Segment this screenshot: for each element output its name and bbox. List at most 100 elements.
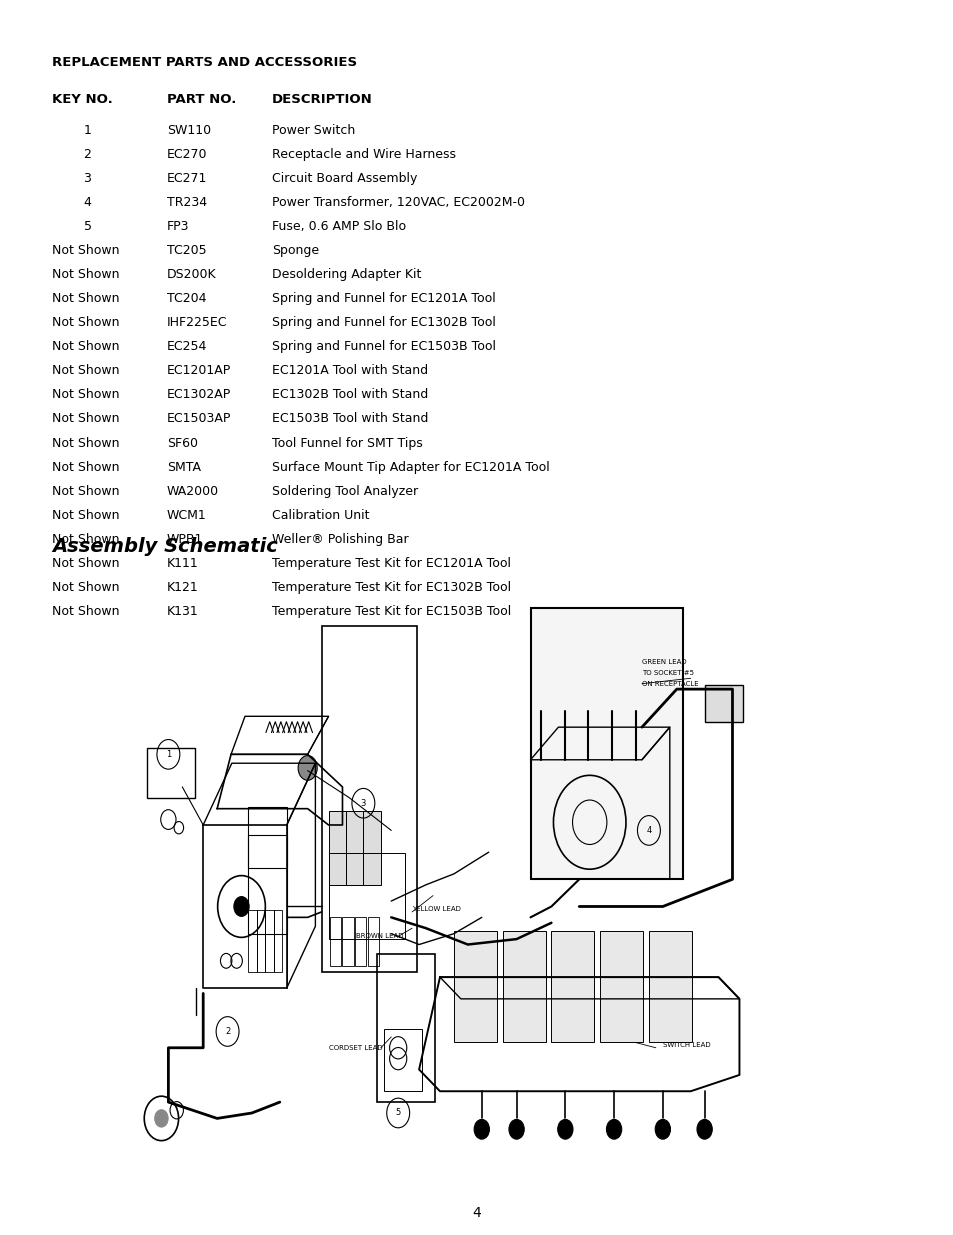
Bar [384,1030,422,1092]
Text: 4: 4 [52,195,92,209]
Text: Not Shown: Not Shown [52,268,120,282]
Text: Calibration Unit: Calibration Unit [272,509,369,522]
Bar [148,748,195,798]
Text: 2: 2 [225,1028,230,1036]
Text: TC205: TC205 [167,245,207,257]
Bar [321,626,416,972]
Text: Not Shown: Not Shown [52,364,120,378]
Text: REPLACEMENT PARTS AND ACCESSORIES: REPLACEMENT PARTS AND ACCESSORIES [52,56,357,69]
Text: Temperature Test Kit for EC1201A Tool: Temperature Test Kit for EC1201A Tool [272,557,511,571]
Text: EC254: EC254 [167,340,207,353]
Circle shape [297,756,316,781]
Text: K131: K131 [167,605,198,619]
Circle shape [606,1119,621,1139]
Text: 1: 1 [52,124,92,137]
Circle shape [655,1119,670,1139]
Text: TC204: TC204 [167,291,206,305]
Text: Not Shown: Not Shown [52,484,120,498]
Text: 4: 4 [472,1205,481,1220]
Bar [599,931,642,1042]
Text: SWITCH LEAD: SWITCH LEAD [662,1042,710,1049]
Text: TO SOCKET #5: TO SOCKET #5 [641,669,693,676]
Text: ON RECEPTACLE: ON RECEPTACLE [641,680,698,687]
Text: 5: 5 [395,1109,400,1118]
Text: Not Shown: Not Shown [52,412,120,426]
Bar [454,931,497,1042]
Text: WPB1: WPB1 [167,534,203,546]
Text: EC1503AP: EC1503AP [167,412,231,426]
Text: Fuse, 0.6 AMP Slo Blo: Fuse, 0.6 AMP Slo Blo [272,220,406,233]
Text: Assembly Schematic: Assembly Schematic [52,537,278,556]
Text: EC1302B Tool with Stand: EC1302B Tool with Stand [272,388,428,401]
Bar [328,852,404,939]
Bar [551,931,594,1042]
Circle shape [509,1119,524,1139]
Text: EC270: EC270 [167,148,207,161]
Text: EC1503B Tool with Stand: EC1503B Tool with Stand [272,412,428,426]
Text: Spring and Funnel for EC1503B Tool: Spring and Funnel for EC1503B Tool [272,340,496,353]
Text: Spring and Funnel for EC1302B Tool: Spring and Funnel for EC1302B Tool [272,316,496,330]
Text: Not Shown: Not Shown [52,605,120,619]
Text: 2: 2 [52,148,92,161]
Bar [274,910,282,972]
Bar [256,910,265,972]
Circle shape [558,1119,573,1139]
Bar [248,910,256,972]
Bar [330,916,341,966]
Text: KEY NO.: KEY NO. [52,93,113,106]
Text: DS200K: DS200K [167,268,216,282]
Text: WCM1: WCM1 [167,509,207,522]
Bar [265,910,274,972]
Text: SW110: SW110 [167,124,211,137]
Text: TR234: TR234 [167,195,207,209]
Text: Tool Funnel for SMT Tips: Tool Funnel for SMT Tips [272,436,422,450]
Text: EC271: EC271 [167,172,207,185]
Bar [367,916,378,966]
Text: Power Switch: Power Switch [272,124,355,137]
Text: 4: 4 [645,826,651,835]
Text: Power Transformer, 120VAC, EC2002M-0: Power Transformer, 120VAC, EC2002M-0 [272,195,524,209]
Text: K111: K111 [167,557,198,571]
Text: Not Shown: Not Shown [52,316,120,330]
Text: EC1201A Tool with Stand: EC1201A Tool with Stand [272,364,428,378]
Text: PART NO.: PART NO. [167,93,236,106]
Text: Desoldering Adapter Kit: Desoldering Adapter Kit [272,268,421,282]
Text: EC1302AP: EC1302AP [167,388,231,401]
Text: Spring and Funnel for EC1201A Tool: Spring and Funnel for EC1201A Tool [272,291,496,305]
Text: 1: 1 [166,750,171,758]
Bar [346,810,363,884]
Circle shape [154,1110,168,1128]
Bar [363,810,380,884]
Bar [648,931,691,1042]
Text: Not Shown: Not Shown [52,388,120,401]
Text: Not Shown: Not Shown [52,534,120,546]
Circle shape [233,897,249,916]
Text: Not Shown: Not Shown [52,436,120,450]
Text: YELLOW LEAD: YELLOW LEAD [412,906,460,913]
Text: Temperature Test Kit for EC1503B Tool: Temperature Test Kit for EC1503B Tool [272,605,511,619]
Bar [704,684,742,721]
Text: Not Shown: Not Shown [52,509,120,522]
Text: Not Shown: Not Shown [52,245,120,257]
Text: Receptacle and Wire Harness: Receptacle and Wire Harness [272,148,456,161]
Text: Not Shown: Not Shown [52,461,120,474]
Text: CORDSET LEAD: CORDSET LEAD [328,1045,382,1051]
Text: SMTA: SMTA [167,461,201,474]
Circle shape [474,1119,489,1139]
Text: DESCRIPTION: DESCRIPTION [272,93,373,106]
Bar [248,806,286,868]
Text: 3: 3 [360,799,366,808]
Text: BROWN LEAD: BROWN LEAD [356,934,403,940]
Text: SF60: SF60 [167,436,197,450]
Text: Not Shown: Not Shown [52,580,120,594]
Bar [342,916,354,966]
Text: Temperature Test Kit for EC1302B Tool: Temperature Test Kit for EC1302B Tool [272,580,511,594]
Bar [530,608,682,879]
Text: WA2000: WA2000 [167,484,219,498]
Text: Not Shown: Not Shown [52,557,120,571]
Text: EC1201AP: EC1201AP [167,364,231,378]
Bar [355,916,366,966]
Text: FP3: FP3 [167,220,190,233]
Bar [328,810,345,884]
Text: Weller® Polishing Bar: Weller® Polishing Bar [272,534,408,546]
